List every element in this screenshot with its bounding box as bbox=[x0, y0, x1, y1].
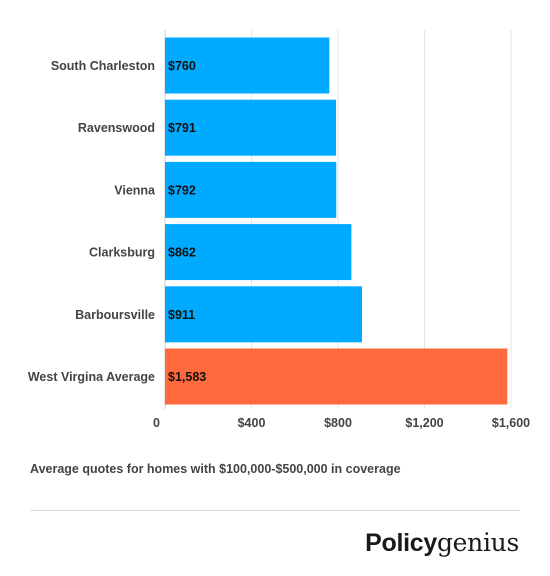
policygenius-logo: Policygenius bbox=[365, 528, 519, 558]
category-label: Clarksburg bbox=[89, 246, 155, 260]
logo-text-genius: genius bbox=[436, 528, 519, 557]
x-tick-label: $1,600 bbox=[492, 416, 530, 430]
x-tick-label: 0 bbox=[153, 416, 160, 430]
category-label: Ravenswood bbox=[78, 121, 155, 135]
bar bbox=[165, 161, 337, 218]
bar-value-label: $862 bbox=[168, 246, 196, 260]
logo-text-policy: Policy bbox=[365, 529, 437, 557]
bar-value-label: $792 bbox=[168, 183, 196, 197]
bar-value-label: $911 bbox=[168, 308, 195, 322]
category-label: West Virgina Average bbox=[28, 370, 155, 384]
bar bbox=[165, 99, 337, 156]
labels: 0 $400 $800 $1,200 $1,600 $760 South Charlesto… bbox=[28, 59, 530, 430]
x-tick-label: $1,200 bbox=[405, 416, 443, 430]
bar-value-label: $760 bbox=[168, 59, 196, 73]
bar-chart: 0 $400 $800 $1,200 $1,600 $760 South Charlesto… bbox=[28, 30, 530, 430]
bar-value-label: $1,583 bbox=[168, 370, 206, 384]
bar-value-label: $791 bbox=[168, 121, 196, 135]
x-tick-label: $400 bbox=[238, 416, 266, 430]
category-label: South Charleston bbox=[51, 59, 155, 73]
bars bbox=[165, 37, 508, 405]
divider bbox=[30, 510, 520, 511]
bar bbox=[165, 348, 508, 405]
category-label: Barboursville bbox=[75, 308, 155, 322]
bar bbox=[165, 286, 363, 343]
x-tick-label: $800 bbox=[324, 416, 352, 430]
chart-caption: Average quotes for homes with $100,000-$… bbox=[30, 462, 401, 476]
bar bbox=[165, 224, 352, 281]
category-label: Vienna bbox=[114, 183, 156, 197]
bar bbox=[165, 37, 330, 94]
